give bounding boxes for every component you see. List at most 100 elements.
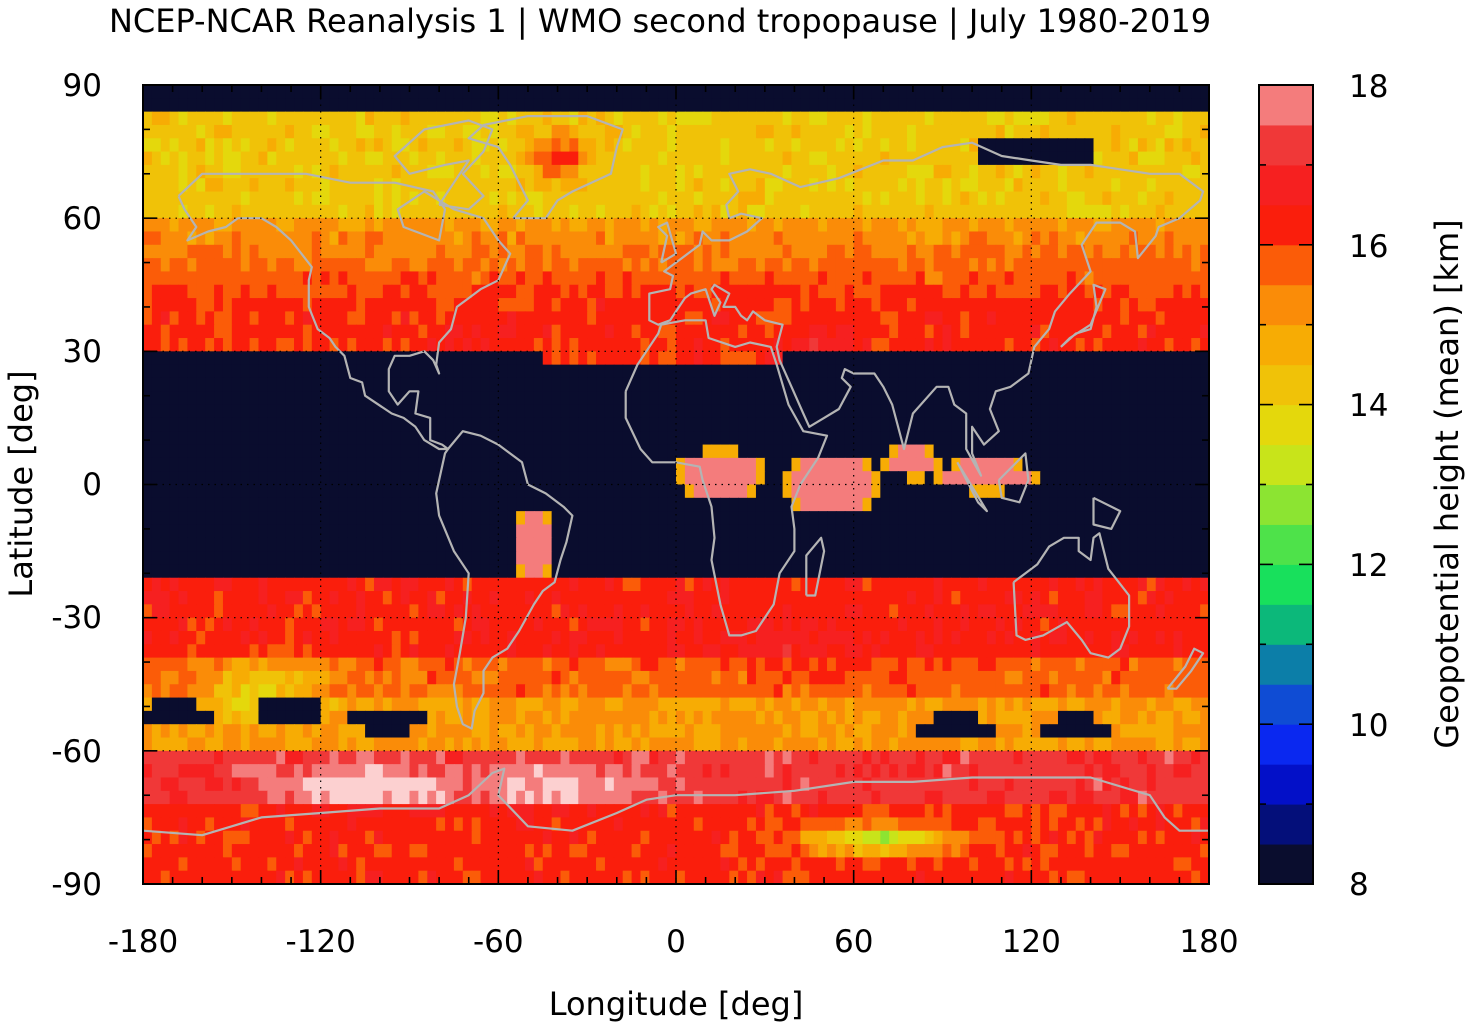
heatmap-cell bbox=[889, 577, 899, 592]
heatmap-cell bbox=[356, 178, 366, 193]
heatmap-cell bbox=[382, 630, 393, 645]
heatmap-cell bbox=[205, 577, 215, 592]
heatmap-cell bbox=[560, 151, 570, 166]
heatmap-cell bbox=[711, 284, 722, 299]
heatmap-cell bbox=[418, 444, 428, 459]
heatmap-cell bbox=[782, 591, 793, 605]
heatmap-cell bbox=[960, 604, 970, 619]
heatmap-cell bbox=[311, 151, 322, 166]
heatmap-cell bbox=[1129, 204, 1139, 219]
heatmap-cell bbox=[853, 178, 864, 193]
heatmap-cell bbox=[693, 98, 704, 113]
heatmap-cell bbox=[1146, 271, 1157, 286]
heatmap-cell bbox=[604, 551, 615, 565]
heatmap-cell bbox=[338, 551, 348, 565]
heatmap-cell bbox=[747, 364, 757, 379]
heatmap-cell bbox=[151, 391, 162, 406]
heatmap-cell bbox=[160, 511, 171, 526]
heatmap-cell bbox=[898, 98, 908, 113]
heatmap-cell bbox=[1102, 551, 1112, 565]
heatmap-cell bbox=[1200, 564, 1209, 579]
heatmap-cell bbox=[480, 391, 491, 406]
heatmap-cell bbox=[667, 377, 677, 392]
heatmap-cell bbox=[1049, 231, 1059, 246]
heatmap-cell bbox=[151, 444, 162, 459]
heatmap-cell bbox=[764, 298, 775, 312]
heatmap-cell bbox=[631, 298, 642, 312]
heatmap-cell bbox=[1013, 364, 1024, 379]
heatmap-cell bbox=[409, 324, 419, 339]
heatmap-cell bbox=[969, 284, 979, 299]
heatmap-cell bbox=[373, 591, 384, 605]
heatmap-cell bbox=[809, 111, 819, 126]
heatmap-cell bbox=[622, 431, 633, 446]
heatmap-cell bbox=[445, 551, 455, 565]
heatmap-cell bbox=[729, 377, 739, 392]
heatmap-cell bbox=[755, 604, 766, 619]
heatmap-cell bbox=[382, 497, 393, 512]
heatmap-cell bbox=[462, 471, 473, 486]
heatmap-cell bbox=[613, 377, 624, 392]
heatmap-cell bbox=[143, 497, 153, 512]
heatmap-cell bbox=[169, 218, 180, 233]
heatmap-cell bbox=[978, 98, 988, 113]
heatmap-cell bbox=[1057, 244, 1068, 259]
heatmap-cell bbox=[143, 191, 153, 206]
heatmap-cell bbox=[933, 98, 944, 113]
heatmap-cell bbox=[1137, 324, 1148, 339]
heatmap-cell bbox=[240, 431, 251, 446]
heatmap-cell bbox=[809, 284, 819, 299]
heatmap-cell bbox=[258, 524, 268, 539]
heatmap-cell bbox=[613, 497, 624, 512]
heatmap-cell bbox=[693, 311, 704, 326]
heatmap-cell bbox=[1031, 404, 1041, 419]
heatmap-cell bbox=[693, 511, 704, 526]
heatmap-cell bbox=[258, 231, 268, 246]
heatmap-cell bbox=[596, 564, 606, 579]
heatmap-cell bbox=[196, 204, 206, 219]
heatmap-cell bbox=[373, 377, 384, 392]
heatmap-cell bbox=[347, 338, 357, 352]
heatmap-cell bbox=[764, 138, 775, 153]
heatmap-cell bbox=[258, 617, 268, 632]
heatmap-cell bbox=[1155, 271, 1166, 286]
heatmap-cell bbox=[445, 604, 455, 619]
heatmap-cell bbox=[347, 298, 357, 312]
heatmap-cell bbox=[1111, 124, 1121, 139]
heatmap-cell bbox=[720, 404, 730, 419]
heatmap-cell bbox=[524, 537, 535, 552]
heatmap-cell bbox=[365, 524, 375, 539]
heatmap-cell bbox=[205, 484, 215, 499]
heatmap-cell bbox=[800, 417, 810, 432]
heatmap-cell bbox=[613, 98, 624, 113]
heatmap-cell bbox=[906, 138, 917, 153]
heatmap-cell bbox=[1182, 497, 1192, 512]
heatmap-cell bbox=[604, 164, 615, 179]
heatmap-cell bbox=[480, 164, 491, 179]
heatmap-cell bbox=[445, 630, 455, 645]
heatmap-cell bbox=[453, 151, 464, 166]
heatmap-cell bbox=[924, 338, 935, 352]
heatmap-cell bbox=[1164, 258, 1175, 273]
heatmap-cell bbox=[702, 85, 713, 99]
heatmap-cell bbox=[960, 298, 970, 312]
heatmap-cell bbox=[684, 218, 695, 233]
heatmap-cell bbox=[809, 391, 819, 406]
heatmap-cell bbox=[604, 231, 615, 246]
heatmap-cell bbox=[978, 377, 988, 392]
heatmap-cell bbox=[844, 457, 855, 472]
heatmap-cell bbox=[631, 377, 642, 392]
heatmap-cell bbox=[302, 85, 313, 99]
heatmap-cell bbox=[818, 111, 828, 126]
heatmap-cell bbox=[649, 364, 659, 379]
heatmap-cell bbox=[347, 617, 357, 632]
heatmap-cell bbox=[533, 377, 544, 392]
heatmap-cell bbox=[596, 85, 606, 99]
heatmap-cell bbox=[160, 431, 171, 446]
heatmap-cell bbox=[196, 284, 206, 299]
heatmap-cell bbox=[871, 111, 881, 126]
heatmap-cell bbox=[533, 604, 544, 619]
heatmap-cell bbox=[551, 191, 562, 206]
heatmap-cell bbox=[924, 98, 935, 113]
heatmap-cell bbox=[231, 617, 242, 632]
